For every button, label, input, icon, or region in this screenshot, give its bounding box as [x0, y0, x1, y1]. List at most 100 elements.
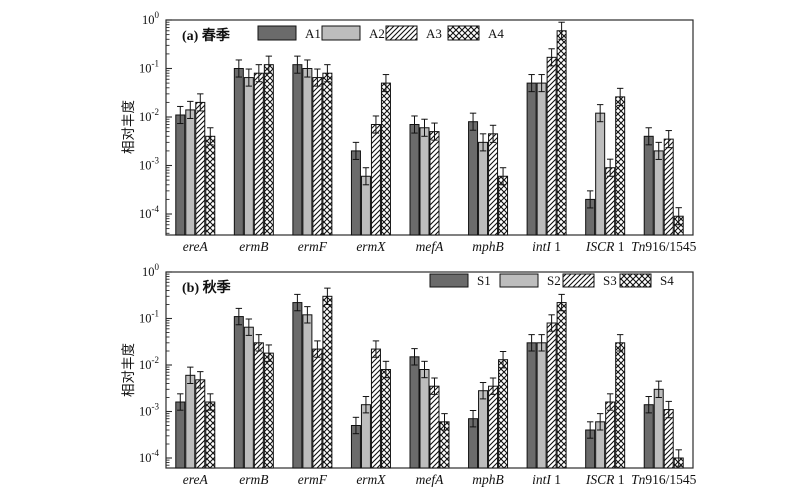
bar-S3-ermF	[312, 348, 323, 469]
bar-S4-ermX	[380, 369, 391, 469]
bar-A4-ISCR 1	[615, 96, 626, 236]
panel-a: 100 10-1 10-2 10-3 10-4 ereA ermB ermF ermX mefA m…	[121, 10, 697, 254]
legend-swatch-S1	[429, 273, 469, 288]
error-bar	[362, 396, 370, 414]
legend-label-A1: A1	[305, 26, 321, 41]
error-bar	[411, 115, 418, 134]
error-bar	[197, 371, 204, 389]
legend-swatch-A3	[385, 25, 418, 41]
legend-label-S1: S1	[477, 273, 491, 288]
error-bar	[324, 287, 331, 306]
error-bar	[586, 190, 594, 209]
error-bar	[528, 74, 535, 93]
error-bar	[655, 380, 662, 399]
legend-swatch-S4	[619, 273, 652, 288]
x-tick-label-ermB: ermB	[239, 239, 268, 254]
bar-A1-ermX	[350, 150, 361, 236]
bar-S3-intI 1	[546, 322, 557, 469]
panel-b: 100 10-1 10-2 10-3 10-4 ereA ermB ermF ermX mefA m…	[121, 262, 697, 487]
error-bar	[616, 87, 624, 106]
error-bar	[265, 344, 273, 362]
bar-A3-mefA	[429, 131, 440, 236]
error-bar	[665, 400, 672, 419]
bar-S2-ermX	[360, 404, 371, 469]
bar-S2-mefA	[419, 369, 430, 469]
x-tick-label-ermF: ermF	[298, 239, 328, 254]
bar-A3-ISCR 1	[605, 167, 616, 236]
error-bar	[255, 64, 263, 83]
x-tick-label-mefA: mefA	[416, 472, 444, 487]
bar-A3-ermB	[253, 72, 264, 236]
bar-S1-intI 1	[526, 342, 537, 469]
bar-S3-mphB	[488, 385, 499, 469]
error-bar	[304, 306, 311, 324]
error-bar	[372, 115, 380, 134]
error-bar	[235, 59, 243, 78]
bar-S3-mefA	[429, 385, 440, 469]
bar-S2-intI 1	[536, 342, 547, 469]
error-bar	[489, 377, 497, 395]
bar-A4-intI 1	[556, 30, 567, 236]
error-bar	[665, 130, 672, 149]
bar-S4-ISCR 1	[615, 342, 626, 469]
bar-A4-ermB	[263, 64, 274, 236]
error-bar	[675, 449, 682, 467]
error-bar	[362, 167, 370, 186]
x-tick-label-mphB: mphB	[472, 472, 504, 487]
bar-S2-ereA	[185, 374, 196, 469]
error-bar	[187, 366, 194, 385]
y-tick-label: 10-3	[139, 156, 159, 173]
x-tick-label-ermB: ermB	[239, 472, 268, 487]
legend-label-S2: S2	[547, 273, 561, 288]
error-bar	[431, 122, 438, 141]
bar-S3-Tn916/1545	[663, 409, 674, 469]
y-tick-label: 100	[142, 10, 160, 27]
y-tick-label: 10-4	[139, 204, 159, 221]
y-tick-label: 10-4	[139, 448, 159, 465]
error-bar	[421, 360, 428, 379]
bar-A1-ereA	[175, 114, 186, 236]
error-bar	[469, 410, 477, 428]
x-tick-label-ISCR 1: ISCR 1	[585, 472, 625, 487]
legend-label-A3: A3	[426, 26, 442, 41]
error-bar	[207, 127, 214, 146]
bar-A1-ermB	[233, 68, 244, 236]
bar-S2-Tn916/1545	[653, 388, 664, 469]
error-bar	[265, 55, 273, 74]
bar-S3-ermX	[370, 348, 381, 469]
bar-A2-Tn916/1545	[653, 150, 664, 236]
error-bar	[489, 124, 497, 143]
error-bar	[352, 416, 360, 435]
x-tick-label-mphB: mphB	[472, 239, 504, 254]
legend-swatch-A1	[257, 25, 297, 41]
x-tick-label-intI 1: intI 1	[532, 239, 561, 254]
error-bar	[352, 141, 360, 160]
bar-A2-intI 1	[536, 82, 547, 236]
error-bar	[616, 334, 624, 352]
error-bar	[294, 293, 301, 312]
bar-S3-ISCR 1	[605, 401, 616, 469]
x-tick-label-ermX: ermX	[356, 472, 386, 487]
error-bar	[177, 393, 184, 411]
bar-A4-ermF	[322, 72, 333, 236]
error-bar	[548, 314, 555, 332]
x-tick-label-ereA: ereA	[183, 472, 209, 487]
bar-A3-ermX	[370, 124, 381, 236]
legend-swatch-S2	[499, 273, 539, 288]
error-bar	[411, 348, 418, 366]
bar-S2-ermF	[302, 314, 313, 469]
panel-title: (b) 秋季	[182, 279, 231, 296]
error-bar	[177, 105, 184, 125]
y-tick-label: 10-2	[139, 107, 159, 124]
error-bar	[606, 393, 614, 411]
bar-S4-ermB	[263, 352, 274, 469]
bar-S4-mphB	[498, 359, 509, 469]
error-bar	[586, 421, 594, 439]
bar-S1-ereA	[175, 401, 186, 469]
error-bar	[304, 59, 311, 78]
legend-swatch-A4	[447, 25, 480, 41]
legend-label-S3: S3	[603, 273, 617, 288]
y-tick-label: 10-1	[139, 59, 159, 76]
error-bar	[606, 158, 614, 177]
